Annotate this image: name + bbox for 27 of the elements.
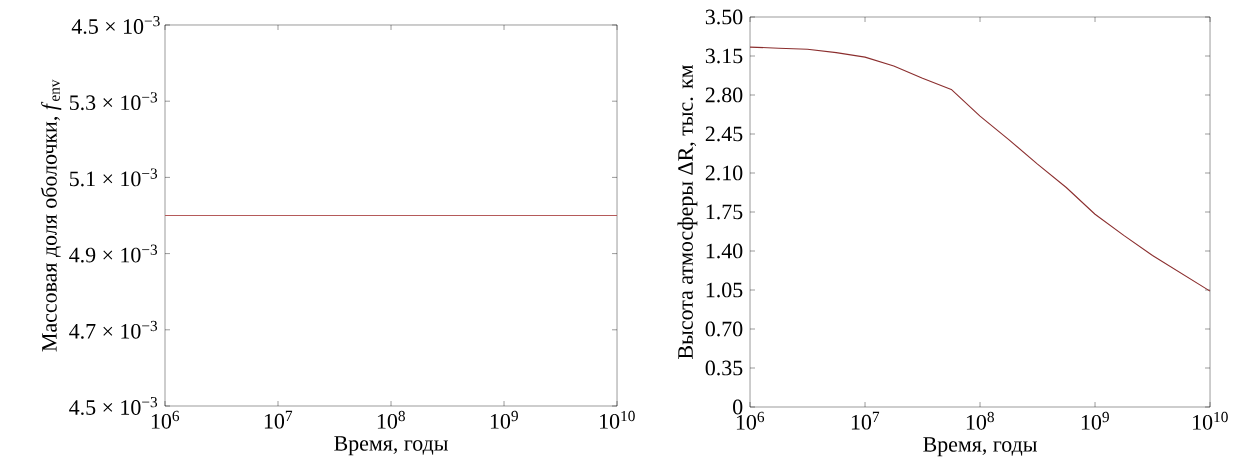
x-tick-label: 10$^{10}$	[1193, 411, 1228, 430]
y-tick-label: 4.9 × 10$^{−3}$	[69, 244, 158, 263]
x-tick-label: 10$^{8}$	[966, 411, 994, 430]
y-tick-label: 2.10	[705, 165, 743, 181]
x-axis-title: Время, годы	[923, 437, 1037, 457]
y-tick-label: 2.80	[705, 87, 743, 103]
x-axis-title: Время, годы	[334, 436, 448, 456]
x-tick-label: 10$^{9}$	[490, 410, 518, 429]
y-tick-label: 1.40	[706, 243, 743, 259]
y-tick-label: 3.50	[705, 9, 743, 25]
y-tick-label: 0.70	[705, 321, 743, 337]
y-tick-label: 4.7 × 10$^{−3}$	[69, 320, 158, 339]
y-tick-label: 0.35	[705, 360, 743, 376]
x-tick-label: 10$^{9}$	[1081, 411, 1109, 430]
y-tick-label: 1.75	[706, 204, 743, 220]
y-tick-label: 3.15	[705, 48, 743, 64]
y-axis-title: Высота атмосферы ΔR, тыс. км	[677, 64, 698, 359]
y-tick-label: 0	[733, 399, 743, 415]
x-tick-label: 10$^{10}$	[600, 410, 635, 429]
y-tick-label: 5.1 × 10$^{−3}$	[69, 168, 158, 187]
y-tick-label: 1.05	[706, 282, 743, 298]
y-tick-label: 5.3 × 10$^{−3}$	[69, 92, 158, 111]
y-axis-title: Массовая доля оболочки, f$_{env}$	[40, 79, 62, 352]
x-tick-label: 10$^{7}$	[851, 411, 880, 430]
y-tick-label: 2.45	[705, 126, 743, 142]
x-tick-label: 10$^{7}$	[264, 410, 293, 429]
x-tick-label: 10$^{8}$	[377, 410, 405, 429]
